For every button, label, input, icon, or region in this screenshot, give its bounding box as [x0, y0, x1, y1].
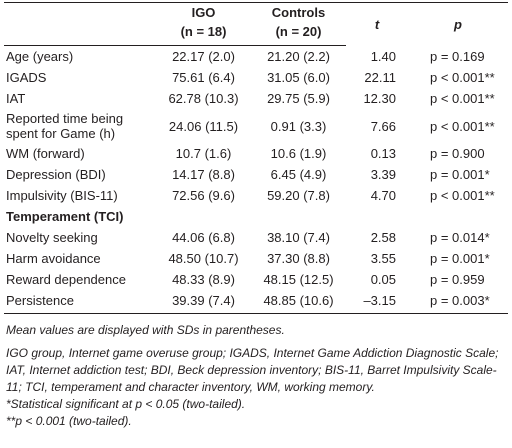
- table-row: Reward dependence 48.33 (8.9) 48.15 (12.5)…: [4, 269, 508, 290]
- table-row: Harm avoidance 48.50 (10.7) 37.30 (8.8) 3.5…: [4, 248, 508, 269]
- cell: p = 0.001*: [430, 251, 490, 266]
- cell: 31.05 (6.0): [267, 70, 330, 85]
- header-cell: [4, 2, 156, 22]
- cell: 7.66: [370, 118, 396, 134]
- row-label: Reward dependence: [6, 272, 126, 287]
- row-label: WM (forward): [6, 146, 85, 161]
- header-n: (n = 18): [156, 22, 251, 46]
- notes: Mean values are displayed with SDs in pa…: [4, 322, 506, 430]
- table-row: Temperament (TCI): [4, 206, 508, 227]
- row-label: IAT: [6, 91, 26, 106]
- cell: p = 0.001*: [430, 167, 490, 182]
- row-label: Depression (BDI): [6, 167, 106, 182]
- cell: p < 0.001**: [430, 188, 495, 203]
- header-cell: [4, 22, 156, 46]
- cell: 12.30: [363, 91, 396, 106]
- cell: 0.91 (3.3): [270, 118, 327, 134]
- table-row: Persistence 39.39 (7.4) 48.85 (10.6) –3.15 p…: [4, 290, 508, 314]
- cell: 75.61 (6.4): [172, 70, 235, 85]
- cell: 48.85 (10.6): [251, 290, 346, 314]
- data-table: IGO Controls t p (n = 18) (n = 20) Age (…: [4, 2, 508, 314]
- cell: 38.10 (7.4): [267, 230, 330, 245]
- cell: 37.30 (8.8): [267, 251, 330, 266]
- cell: 48.33 (8.9): [172, 272, 235, 287]
- cell: 22.17 (2.0): [172, 49, 235, 64]
- header-cell: Controls: [251, 2, 346, 22]
- cell: 72.56 (9.6): [172, 188, 235, 203]
- cell: –3.15: [346, 290, 408, 314]
- row-label: Novelty seeking: [6, 230, 98, 245]
- row-label: Persistence: [4, 290, 156, 314]
- table-container: IGO Controls t p (n = 18) (n = 20) Age (…: [4, 2, 508, 430]
- cell: 6.45 (4.9): [270, 167, 327, 182]
- note: Mean values are displayed with SDs in pa…: [6, 323, 285, 337]
- cell: 0.05: [370, 272, 396, 287]
- cell: 3.55: [370, 251, 396, 266]
- table-body: Age (years) 22.17 (2.0) 21.20 (2.2) 1.40 p =…: [4, 46, 508, 314]
- cell: 10.6 (1.9): [270, 146, 327, 161]
- header-n: (n = 20): [251, 22, 346, 46]
- row-label: Harm avoidance: [6, 251, 101, 266]
- table-row: Age (years) 22.17 (2.0) 21.20 (2.2) 1.40 p =…: [4, 46, 508, 68]
- cell: 59.20 (7.8): [267, 188, 330, 203]
- row-label: IGADS: [6, 70, 47, 85]
- row-label: Impulsivity (BIS-11): [6, 188, 118, 203]
- section-label: Temperament (TCI): [6, 209, 124, 224]
- cell: 2.58: [370, 230, 396, 245]
- cell: p = 0.900: [430, 146, 485, 161]
- cell: p = 0.959: [430, 272, 485, 287]
- table-row: Reported time being spent for Game (h) 24…: [4, 109, 508, 143]
- cell: 62.78 (10.3): [168, 91, 239, 106]
- row-label: Age (years): [6, 49, 74, 64]
- note: *Statistical significant at p < 0.05 (tw…: [6, 397, 246, 411]
- table-row: WM (forward) 10.7 (1.6) 10.6 (1.9) 0.13 p = …: [4, 143, 508, 164]
- note: **p < 0.001 (two-tailed).: [6, 414, 132, 428]
- header-cell: t: [346, 2, 408, 46]
- cell: 44.06 (6.8): [172, 230, 235, 245]
- cell: 39.39 (7.4): [156, 290, 251, 314]
- row-label: Reported time being spent for Game (h): [6, 111, 124, 141]
- table-row: Depression (BDI) 14.17 (8.8) 6.45 (4.9) 3.3…: [4, 164, 508, 185]
- cell: 21.20 (2.2): [267, 49, 330, 64]
- cell: p < 0.001**: [430, 91, 495, 106]
- cell: 48.50 (10.7): [168, 251, 239, 266]
- cell: 14.17 (8.8): [172, 167, 235, 182]
- cell: 1.40: [370, 48, 396, 64]
- cell: 48.15 (12.5): [263, 272, 334, 287]
- cell: p < 0.001**: [430, 70, 495, 85]
- cell: p = 0.003*: [408, 290, 508, 314]
- cell: 3.39: [370, 167, 396, 182]
- cell: p = 0.014*: [430, 230, 490, 245]
- table-row: Novelty seeking 44.06 (6.8) 38.10 (7.4) 2.5…: [4, 227, 508, 248]
- table-row: IGADS 75.61 (6.4) 31.05 (6.0) 22.11 p < 0.00…: [4, 67, 508, 88]
- cell: 4.70: [370, 188, 396, 203]
- note: IGO group, Internet game overuse group; …: [6, 346, 499, 394]
- header-row: IGO Controls t p: [4, 2, 508, 46]
- cell: p < 0.001**: [430, 118, 495, 134]
- cell: 10.7 (1.6): [175, 146, 232, 161]
- cell: 24.06 (11.5): [168, 118, 239, 134]
- header-cell: IGO: [156, 2, 251, 22]
- cell: 22.11: [364, 70, 396, 85]
- header-row: (n = 18) (n = 20): [4, 22, 508, 46]
- table-row: IAT 62.78 (10.3) 29.75 (5.9) 12.30 p < 0.001…: [4, 88, 508, 109]
- cell: p = 0.169: [430, 48, 485, 64]
- cell: 29.75 (5.9): [267, 91, 330, 106]
- header-cell: p: [408, 2, 508, 46]
- cell: 0.13: [370, 146, 396, 161]
- table-row: Impulsivity (BIS-11) 72.56 (9.6) 59.20 (7.…: [4, 185, 508, 206]
